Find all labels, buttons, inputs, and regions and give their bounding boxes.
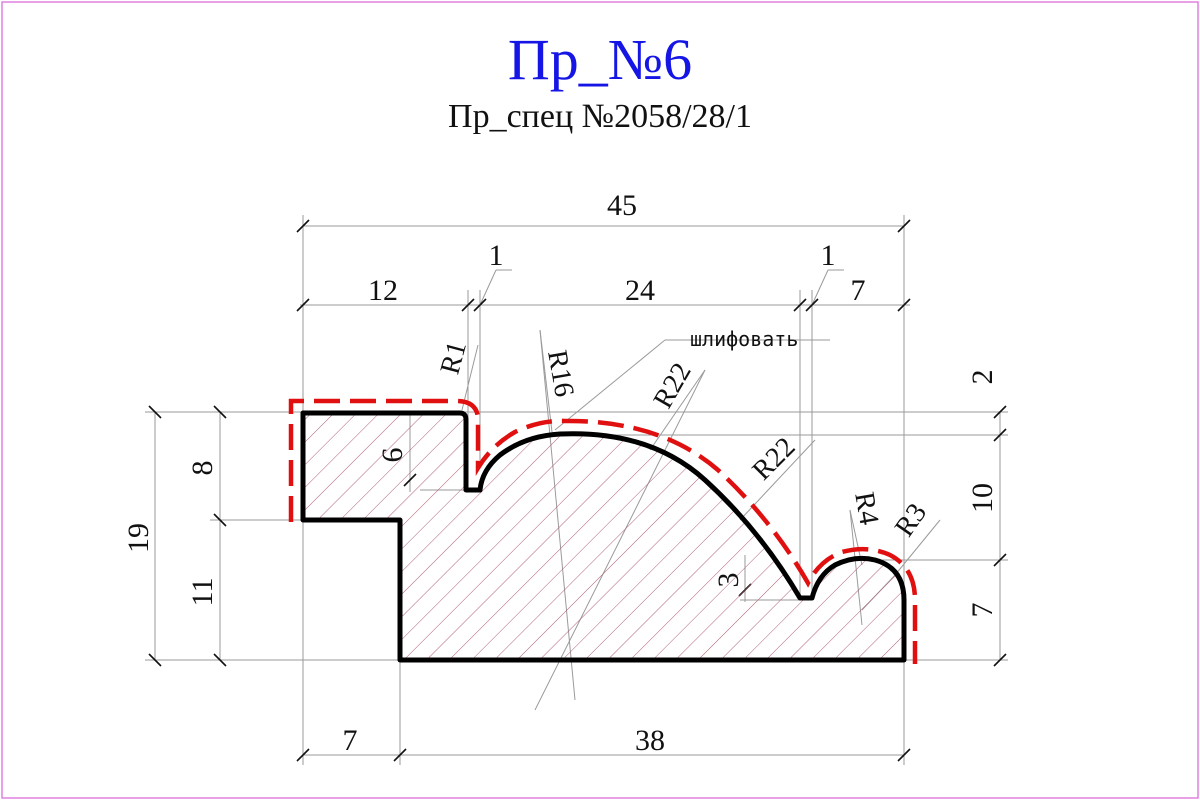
dim-gap-left: 1 xyxy=(489,239,504,272)
dim-bottom-right: 38 xyxy=(635,724,665,757)
radius-r3: R3 xyxy=(889,498,933,543)
sanding-note: шлифовать xyxy=(690,327,798,351)
dim-upper-height: 8 xyxy=(186,461,219,476)
dim-total-height: 19 xyxy=(122,523,155,553)
sanding-line xyxy=(288,398,918,664)
profile-outline xyxy=(300,410,907,663)
dim-bottom-left: 7 xyxy=(343,724,358,757)
dim-groove-depth: 6 xyxy=(376,448,409,463)
dim-small-step: 3 xyxy=(712,573,745,588)
radius-r4: R4 xyxy=(848,490,884,528)
profile-hatching xyxy=(303,413,904,660)
dim-top-offset: 2 xyxy=(966,370,999,385)
radius-r1: R1 xyxy=(435,338,473,378)
dim-right-bottom: 7 xyxy=(966,603,999,618)
radius-r22-upper: R22 xyxy=(648,358,698,414)
dim-lower-height: 11 xyxy=(186,578,219,607)
dim-overall-width: 45 xyxy=(607,189,637,222)
dimension-labels: 45 12 1 24 1 7 7 38 19 8 11 2 10 7 6 3 xyxy=(122,189,999,757)
dim-right-part: 7 xyxy=(851,274,866,307)
dim-left-step: 12 xyxy=(368,274,398,307)
profile-title: Пр_№6 xyxy=(507,27,693,92)
dim-right-middle: 10 xyxy=(966,483,999,513)
radius-r22-lower: R22 xyxy=(747,432,802,487)
dim-middle: 24 xyxy=(625,274,655,307)
dim-gap-right: 1 xyxy=(821,239,836,272)
profile-subtitle: Пр_спец №2058/28/1 xyxy=(448,98,752,135)
